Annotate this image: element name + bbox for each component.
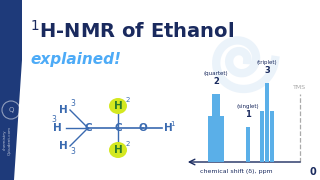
- Bar: [208, 116, 212, 162]
- Text: (singlet): (singlet): [237, 104, 259, 109]
- Bar: [270, 111, 274, 162]
- Bar: [212, 94, 216, 162]
- Text: H: H: [164, 123, 173, 133]
- Text: $^1$H-NMR of Ethanol: $^1$H-NMR of Ethanol: [30, 20, 234, 42]
- Text: H: H: [59, 105, 68, 115]
- Bar: [246, 127, 250, 162]
- Text: 3: 3: [71, 147, 76, 156]
- Text: (triplet): (triplet): [257, 60, 277, 65]
- Text: 3: 3: [264, 66, 270, 75]
- Text: (quartet): (quartet): [204, 71, 228, 76]
- Bar: [260, 111, 264, 162]
- Text: chemical shift (δ), ppm: chemical shift (δ), ppm: [200, 169, 272, 174]
- Bar: [216, 94, 220, 162]
- Text: TMS: TMS: [293, 85, 307, 90]
- Text: H: H: [53, 123, 62, 133]
- Text: 2: 2: [213, 77, 219, 86]
- Text: 2: 2: [126, 97, 130, 103]
- Text: 3: 3: [52, 116, 56, 125]
- Text: O: O: [139, 123, 148, 133]
- Text: C: C: [114, 123, 122, 133]
- Text: 3: 3: [71, 100, 76, 109]
- Bar: [265, 83, 269, 162]
- Text: 0: 0: [310, 167, 317, 177]
- Text: chemistry
Qstudent.com: chemistry Qstudent.com: [3, 125, 11, 155]
- Text: 2: 2: [126, 141, 130, 147]
- Bar: [220, 116, 224, 162]
- Text: 1: 1: [245, 110, 251, 119]
- Text: C: C: [84, 123, 92, 133]
- Ellipse shape: [109, 142, 127, 158]
- Text: H: H: [114, 145, 122, 155]
- Text: H: H: [59, 141, 68, 151]
- Text: 1: 1: [170, 121, 174, 127]
- Ellipse shape: [109, 98, 127, 114]
- Text: H: H: [114, 101, 122, 111]
- Text: explained!: explained!: [30, 52, 121, 67]
- Polygon shape: [0, 0, 22, 180]
- Text: Q: Q: [8, 107, 14, 113]
